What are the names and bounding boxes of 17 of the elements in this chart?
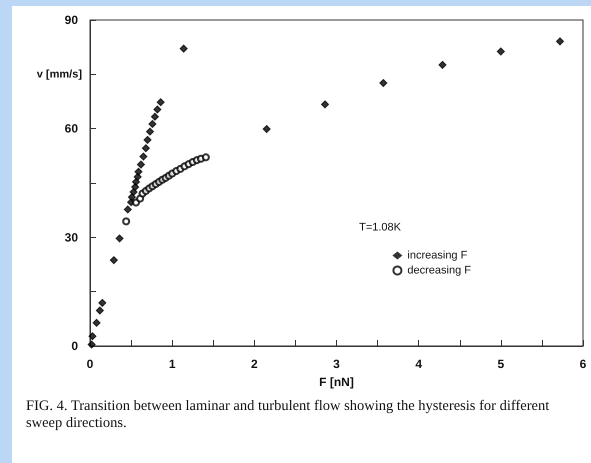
y-tick-label: 60: [64, 122, 78, 136]
y-tick-label: 0: [71, 339, 78, 353]
x-tick-label: 1: [168, 357, 176, 371]
legend-title: T=1.08K: [359, 222, 402, 234]
x-tick-label: 0: [86, 357, 94, 371]
x-axis-title: F [nN]: [319, 375, 354, 389]
legend-label: decreasing F: [407, 264, 472, 276]
x-tick-label: 4: [415, 357, 422, 371]
caption: FIG. 4. Transition between laminar and turbulent flow showing the hysteresis for different sweep directions.: [26, 398, 550, 432]
y-tick-label: 30: [64, 230, 78, 244]
legend-label: increasing F: [407, 250, 468, 262]
x-tick-label: 6: [580, 357, 587, 371]
y-tick-label: 90: [64, 13, 78, 27]
x-tick-label: 5: [497, 357, 504, 371]
y-axis-title: v [mm/s]: [36, 68, 82, 80]
x-tick-label: 2: [250, 357, 258, 371]
x-tick-label: 3: [333, 357, 340, 371]
